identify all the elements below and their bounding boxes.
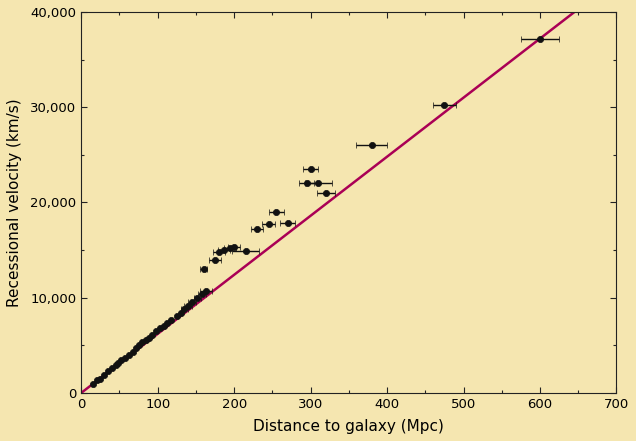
- Y-axis label: Recessional velocity (km/s): Recessional velocity (km/s): [7, 98, 22, 306]
- X-axis label: Distance to galaxy (Mpc): Distance to galaxy (Mpc): [253, 419, 445, 434]
